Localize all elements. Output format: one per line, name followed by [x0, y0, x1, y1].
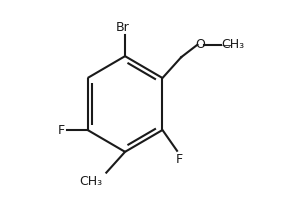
Text: Br: Br [116, 21, 130, 34]
Text: CH₃: CH₃ [221, 38, 244, 51]
Text: F: F [58, 124, 65, 136]
Text: CH₃: CH₃ [79, 175, 102, 188]
Text: F: F [176, 153, 183, 166]
Text: O: O [195, 38, 205, 51]
Text: —: — [222, 40, 232, 50]
